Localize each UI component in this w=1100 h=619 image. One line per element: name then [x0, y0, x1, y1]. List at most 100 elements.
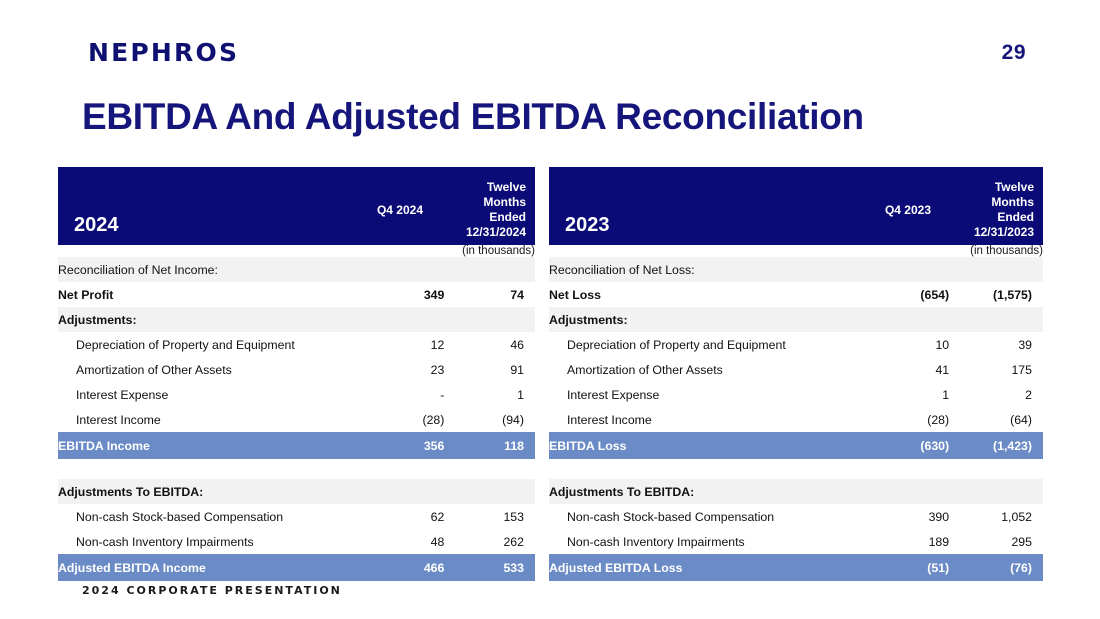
table-row: Net Profit 349 74 — [58, 282, 535, 307]
row-label: Adjustments: — [549, 307, 846, 332]
table-year-2023: 2023 — [565, 214, 610, 236]
row-value-quarter: (630) — [845, 432, 950, 459]
row-label: Non-cash Inventory Impairments — [58, 529, 345, 554]
table-row: Non-cash Stock-based Compensation 62 153 — [58, 504, 535, 529]
row-label: Non-cash Stock-based Compensation — [58, 504, 345, 529]
tables-container: 2024 Q4 2024 Twelve Months Ended 12/31/2… — [58, 167, 1043, 581]
footer-label: 2024 CORPORATE PRESENTATION — [82, 584, 342, 597]
row-value-twelve-months: (1,423) — [949, 432, 1043, 459]
table-block-2023: 2023 Q4 2023 Twelve Months Ended 12/31/2… — [549, 167, 1043, 581]
row-value-quarter: 356 — [344, 432, 445, 459]
table-header-band-2024: 2024 Q4 2024 Twelve Months Ended 12/31/2… — [58, 167, 535, 245]
row-label: Adjusted EBITDA Income — [58, 554, 345, 581]
row-label: Reconciliation of Net Income: — [58, 257, 345, 282]
table-row: Adjustments To EBITDA: — [549, 479, 1043, 504]
row-label: EBITDA Income — [58, 432, 345, 459]
row-label: Reconciliation of Net Loss: — [549, 257, 846, 282]
table-row: Adjusted EBITDA Income 466 533 — [58, 554, 535, 581]
table-row — [549, 459, 1043, 479]
table-row: Amortization of Other Assets 23 91 — [58, 357, 535, 382]
row-value-twelve-months: 74 — [444, 282, 535, 307]
table-year-2024: 2024 — [74, 214, 119, 236]
row-value-twelve-months: 1,052 — [949, 504, 1043, 529]
row-value-quarter: 189 — [845, 529, 950, 554]
row-value-twelve-months: 175 — [949, 357, 1043, 382]
table-body-2023: Reconciliation of Net Loss: Net Loss (654)… — [549, 257, 1043, 581]
column-header-twelve-months-2023: Twelve Months Ended 12/31/2023 — [938, 180, 1034, 240]
column-header-twelve-months-2024: Twelve Months Ended 12/31/2024 — [430, 180, 526, 240]
row-value-twelve-months: (64) — [949, 407, 1043, 432]
row-label: Depreciation of Property and Equipment — [549, 332, 846, 357]
row-label: Net Loss — [549, 282, 846, 307]
page-title: EBITDA And Adjusted EBITDA Reconciliatio… — [82, 96, 864, 137]
table-row: Depreciation of Property and Equipment 10… — [549, 332, 1043, 357]
row-label: Interest Expense — [58, 382, 345, 407]
row-value-quarter: 349 — [344, 282, 445, 307]
row-label: Adjusted EBITDA Loss — [549, 554, 846, 581]
row-value-quarter: 12 — [344, 332, 445, 357]
row-label: Interest Expense — [549, 382, 846, 407]
row-value-twelve-months — [949, 479, 1043, 504]
row-label: Interest Income — [549, 407, 846, 432]
row-value-quarter: 1 — [845, 382, 950, 407]
table-row: Non-cash Inventory Impairments 48 262 — [58, 529, 535, 554]
row-value-quarter: (654) — [845, 282, 950, 307]
col2-line-4: 12/31/2023 — [973, 225, 1034, 239]
col2-line-2: Months — [991, 195, 1034, 209]
table-row: Interest Expense 1 2 — [549, 382, 1043, 407]
footer-divider — [58, 585, 1043, 587]
table-row: Non-cash Stock-based Compensation 390 1,05… — [549, 504, 1043, 529]
row-spacer — [58, 459, 535, 479]
row-label: Adjustments: — [58, 307, 345, 332]
table-row: EBITDA Income 356 118 — [58, 432, 535, 459]
row-value-quarter: 390 — [845, 504, 950, 529]
table-row: Interest Expense -1 — [58, 382, 535, 407]
row-label: EBITDA Loss — [549, 432, 846, 459]
row-value-quarter — [845, 479, 950, 504]
row-label: Adjustments To EBITDA: — [549, 479, 846, 504]
row-label: Non-cash Stock-based Compensation — [549, 504, 846, 529]
table-block-2024: 2024 Q4 2024 Twelve Months Ended 12/31/2… — [58, 167, 535, 581]
row-value-twelve-months: 295 — [949, 529, 1043, 554]
row-value-quarter: (28) — [845, 407, 950, 432]
row-label: Amortization of Other Assets — [549, 357, 846, 382]
row-value-twelve-months: (76) — [949, 554, 1043, 581]
table-row: Adjustments To EBITDA: — [58, 479, 535, 504]
row-value-twelve-months — [949, 307, 1043, 332]
col2-line-1: Twelve — [486, 180, 526, 194]
row-value-quarter: 48 — [344, 529, 445, 554]
row-label: Interest Income — [58, 407, 345, 432]
row-value-quarter: 466 — [344, 554, 445, 581]
col2-line-2: Months — [483, 195, 526, 209]
row-value-quarter — [845, 257, 950, 282]
nephros-logo: NEPHROS — [88, 38, 240, 67]
row-value-quarter: 62 — [344, 504, 445, 529]
column-header-q4-2023: Q4 2023 — [884, 203, 931, 217]
row-label: Amortization of Other Assets — [58, 357, 345, 382]
table-row: Adjustments: — [58, 307, 535, 332]
row-value-twelve-months: 39 — [949, 332, 1043, 357]
row-value-twelve-months: 262 — [444, 529, 535, 554]
table-row: Reconciliation of Net Income: — [58, 257, 535, 282]
row-value-quarter: 10 — [845, 332, 950, 357]
row-spacer — [549, 459, 1043, 479]
table-row: Adjusted EBITDA Loss (51) (76) — [549, 554, 1043, 581]
units-note-row-2023: (in thousands) — [549, 245, 1043, 257]
row-value-twelve-months: 2 — [949, 382, 1043, 407]
row-value-quarter: - — [344, 382, 445, 407]
row-value-twelve-months — [949, 257, 1043, 282]
row-value-twelve-months — [444, 257, 535, 282]
row-value-twelve-months — [444, 307, 535, 332]
row-label: Net Profit — [58, 282, 345, 307]
row-value-quarter — [344, 479, 445, 504]
row-value-twelve-months: 533 — [444, 554, 535, 581]
table-row: Interest Income (28) (64) — [549, 407, 1043, 432]
row-value-quarter: (28) — [344, 407, 445, 432]
row-value-twelve-months — [444, 479, 535, 504]
row-value-quarter: 41 — [845, 357, 950, 382]
page-number: 29 — [1001, 41, 1026, 64]
row-value-twelve-months: 118 — [444, 432, 535, 459]
units-note-2024: (in thousands) — [58, 245, 535, 257]
table-row: Depreciation of Property and Equipment 12… — [58, 332, 535, 357]
table-row: Adjustments: — [549, 307, 1043, 332]
